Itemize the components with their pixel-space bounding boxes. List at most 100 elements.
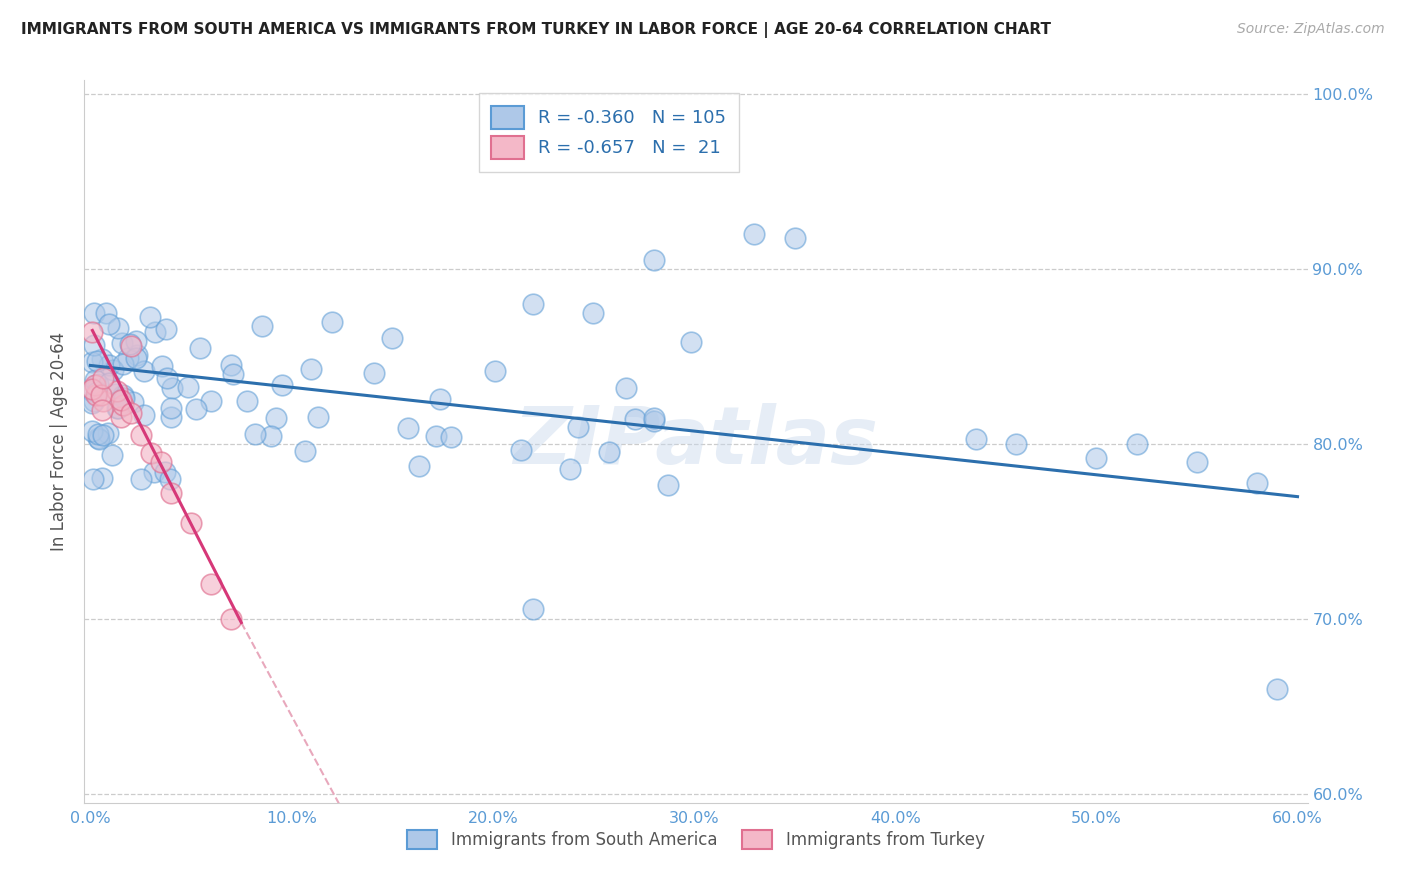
Point: [111, 398, 134, 412]
Point: [783, 231, 806, 245]
Point: [83, 306, 105, 320]
Point: [567, 419, 589, 434]
Point: [260, 429, 283, 443]
Point: [184, 401, 207, 416]
Point: [139, 446, 162, 460]
Point: [250, 318, 273, 333]
Point: [200, 577, 222, 591]
Point: [522, 297, 544, 311]
Point: [82, 355, 104, 369]
Point: [510, 443, 533, 458]
Point: [118, 336, 141, 351]
Point: [657, 477, 679, 491]
Point: [86, 426, 108, 441]
Point: [110, 393, 132, 408]
Point: [264, 411, 287, 425]
Point: [143, 325, 166, 339]
Point: [558, 462, 581, 476]
Point: [582, 306, 605, 320]
Point: [429, 392, 451, 406]
Point: [103, 363, 125, 377]
Text: Source: ZipAtlas.com: Source: ZipAtlas.com: [1237, 22, 1385, 37]
Point: [965, 432, 987, 446]
Point: [363, 367, 385, 381]
Point: [156, 370, 179, 384]
Point: [129, 428, 152, 442]
Point: [112, 391, 135, 405]
Point: [222, 367, 245, 381]
Point: [107, 320, 129, 334]
Point: [159, 401, 181, 416]
Point: [614, 381, 637, 395]
Point: [120, 339, 142, 353]
Point: [107, 401, 129, 415]
Point: [742, 227, 765, 242]
Point: [623, 412, 645, 426]
Point: [112, 387, 135, 401]
Point: [82, 424, 104, 438]
Point: [122, 395, 145, 409]
Point: [425, 429, 447, 443]
Point: [155, 322, 177, 336]
Point: [162, 381, 184, 395]
Point: [90, 471, 112, 485]
Point: [243, 426, 266, 441]
Point: [98, 358, 121, 372]
Point: [200, 394, 222, 409]
Point: [91, 393, 114, 408]
Point: [1246, 475, 1268, 490]
Point: [86, 384, 108, 399]
Point: [101, 448, 124, 462]
Text: ZIPatlas: ZIPatlas: [513, 402, 879, 481]
Point: [94, 306, 117, 320]
Point: [84, 377, 107, 392]
Point: [82, 326, 104, 340]
Point: [98, 376, 121, 390]
Point: [396, 421, 419, 435]
Point: [91, 370, 114, 384]
Point: [91, 428, 114, 442]
Point: [180, 516, 202, 530]
Point: [84, 388, 107, 402]
Point: [90, 387, 112, 401]
Point: [134, 364, 156, 378]
Point: [522, 601, 544, 615]
Point: [105, 384, 128, 398]
Point: [1005, 437, 1028, 451]
Point: [139, 310, 162, 325]
Point: [1185, 455, 1208, 469]
Point: [82, 395, 104, 409]
Point: [177, 380, 200, 394]
Point: [643, 253, 665, 268]
Point: [125, 347, 148, 361]
Point: [120, 406, 142, 420]
Point: [159, 472, 181, 486]
Point: [643, 414, 665, 428]
Point: [219, 612, 242, 626]
Point: [84, 373, 107, 387]
Point: [111, 357, 134, 371]
Point: [1085, 451, 1108, 466]
Point: [307, 410, 329, 425]
Point: [86, 354, 108, 368]
Point: [219, 358, 242, 372]
Point: [129, 472, 152, 486]
Point: [89, 432, 111, 446]
Point: [643, 410, 665, 425]
Point: [82, 384, 104, 399]
Point: [98, 317, 121, 331]
Legend: Immigrants from South America, Immigrants from Turkey: Immigrants from South America, Immigrant…: [401, 823, 991, 856]
Point: [110, 410, 132, 425]
Point: [155, 465, 177, 479]
Text: IMMIGRANTS FROM SOUTH AMERICA VS IMMIGRANTS FROM TURKEY IN LABOR FORCE | AGE 20-: IMMIGRANTS FROM SOUTH AMERICA VS IMMIGRA…: [21, 22, 1052, 38]
Point: [82, 382, 104, 396]
Point: [381, 331, 404, 345]
Point: [83, 393, 105, 408]
Point: [117, 351, 139, 365]
Point: [160, 486, 183, 500]
Point: [83, 338, 105, 352]
Point: [321, 315, 343, 329]
Point: [97, 425, 120, 440]
Point: [143, 465, 166, 479]
Point: [91, 352, 114, 367]
